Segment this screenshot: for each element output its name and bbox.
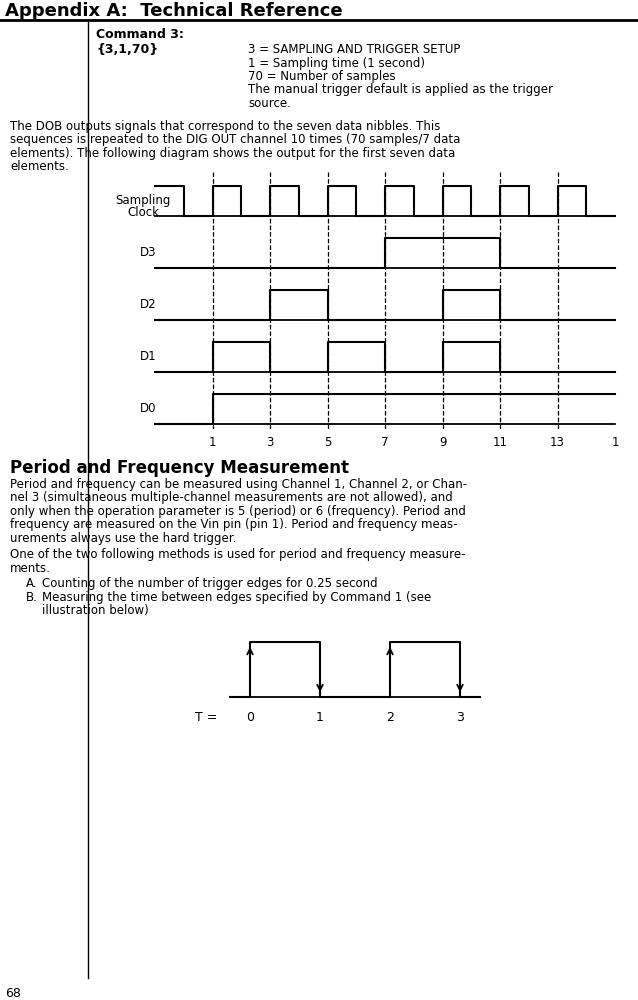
Text: 3: 3 (456, 711, 464, 724)
Text: sequences is repeated to the DIG OUT channel 10 times (70 samples/7 data: sequences is repeated to the DIG OUT cha… (10, 133, 461, 146)
Text: 3 = SAMPLING AND TRIGGER SETUP: 3 = SAMPLING AND TRIGGER SETUP (248, 43, 461, 56)
Text: The DOB outputs signals that correspond to the seven data nibbles. This: The DOB outputs signals that correspond … (10, 120, 440, 133)
Text: 1 = Sampling time (1 second): 1 = Sampling time (1 second) (248, 56, 425, 70)
Text: 13: 13 (550, 436, 565, 449)
Text: 0: 0 (246, 711, 254, 724)
Text: source.: source. (248, 97, 291, 110)
Text: 3: 3 (266, 436, 274, 449)
Text: illustration below): illustration below) (42, 604, 149, 617)
Text: The manual trigger default is applied as the trigger: The manual trigger default is applied as… (248, 84, 553, 97)
Text: 1: 1 (209, 436, 216, 449)
Text: Clock: Clock (127, 206, 159, 219)
Text: One of the two following methods is used for period and frequency measure-: One of the two following methods is used… (10, 548, 466, 561)
Text: elements.: elements. (10, 160, 69, 174)
Text: D3: D3 (140, 246, 156, 259)
Text: Counting of the number of trigger edges for 0.25 second: Counting of the number of trigger edges … (42, 577, 378, 590)
Text: Command 3:: Command 3: (96, 28, 184, 41)
Text: 11: 11 (493, 436, 507, 449)
Text: 1: 1 (611, 436, 619, 449)
Text: 1: 1 (316, 711, 324, 724)
Text: D2: D2 (140, 298, 156, 312)
Text: elements). The following diagram shows the output for the first seven data: elements). The following diagram shows t… (10, 147, 456, 160)
Text: {3,1,70}: {3,1,70} (96, 43, 158, 56)
Text: Period and Frequency Measurement: Period and Frequency Measurement (10, 459, 349, 477)
Text: Measuring the time between edges specified by Command 1 (see: Measuring the time between edges specifi… (42, 591, 431, 604)
Text: 9: 9 (439, 436, 446, 449)
Text: ments.: ments. (10, 562, 51, 575)
Text: 7: 7 (382, 436, 389, 449)
Text: urements always use the hard trigger.: urements always use the hard trigger. (10, 532, 236, 545)
Text: B.: B. (26, 591, 38, 604)
Text: T =: T = (195, 711, 218, 724)
Text: D0: D0 (140, 402, 156, 416)
Text: only when the operation parameter is 5 (period) or 6 (frequency). Period and: only when the operation parameter is 5 (… (10, 505, 466, 518)
Text: D1: D1 (140, 351, 156, 363)
Text: nel 3 (simultaneous multiple-channel measurements are not allowed), and: nel 3 (simultaneous multiple-channel mea… (10, 491, 453, 504)
Text: 5: 5 (324, 436, 331, 449)
Text: Sampling: Sampling (115, 194, 171, 207)
Text: Period and frequency can be measured using Channel 1, Channel 2, or Chan-: Period and frequency can be measured usi… (10, 478, 467, 491)
Text: 2: 2 (386, 711, 394, 724)
Text: 68: 68 (5, 987, 21, 1000)
Text: Appendix A:  Technical Reference: Appendix A: Technical Reference (5, 2, 343, 20)
Text: A.: A. (26, 577, 38, 590)
Text: 70 = Number of samples: 70 = Number of samples (248, 70, 396, 83)
Text: frequency are measured on the Vin pin (pin 1). Period and frequency meas-: frequency are measured on the Vin pin (p… (10, 518, 457, 531)
